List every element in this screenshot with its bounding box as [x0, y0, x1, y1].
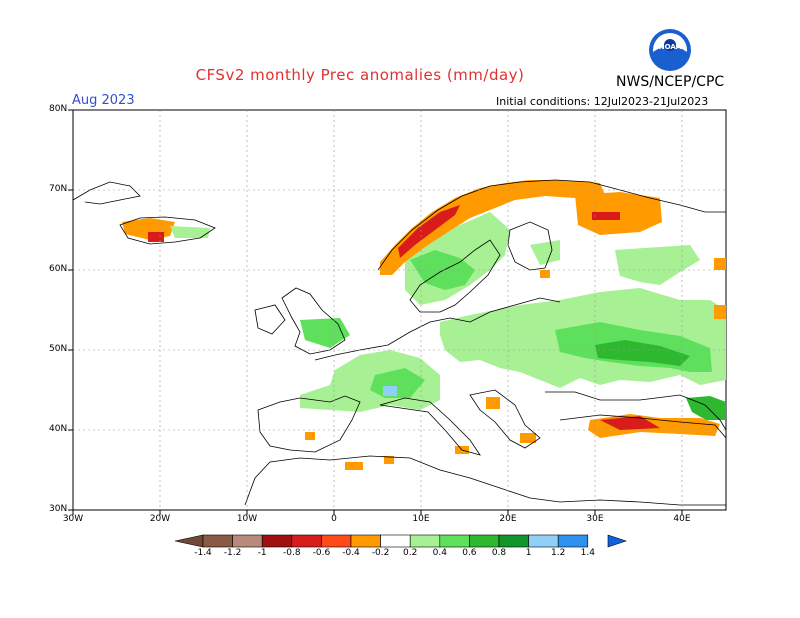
lat-label: 80N	[49, 104, 68, 114]
colorbar-box	[498, 534, 529, 548]
colorbar-label: -0.2	[371, 548, 390, 558]
lon-label: 10E	[412, 514, 430, 524]
colorbar-box	[232, 534, 263, 548]
colorbar-label: 0.8	[491, 548, 507, 558]
greenland-coast	[72, 181, 141, 205]
dry-patch-baltic	[540, 270, 550, 278]
scandinavia-coast	[377, 179, 726, 271]
colorbar-box	[439, 534, 470, 548]
lon-label: 30E	[586, 514, 604, 524]
colorbar-label: -1.2	[223, 548, 242, 558]
lon-label: 0	[331, 514, 337, 524]
colorbar-box	[261, 534, 293, 548]
ireland-coast	[254, 304, 286, 335]
dry-patch-spain	[305, 432, 315, 440]
dry-patch-africa	[345, 462, 363, 470]
colorbar-box	[469, 534, 500, 548]
colorbar-label: 1.2	[551, 548, 566, 558]
colorbar-box	[321, 534, 352, 548]
lon-label: 20W	[149, 514, 171, 524]
colorbar-right-arrow	[607, 534, 627, 548]
africa-coast	[244, 455, 726, 506]
svg-text:NOAA: NOAA	[659, 43, 682, 51]
colorbar-label: 0.2	[403, 548, 418, 558]
wet-anomaly-russia-north	[615, 245, 700, 285]
britain-coast	[281, 287, 346, 355]
colorbar-left-arrow	[174, 534, 204, 548]
colorbar-box	[350, 534, 381, 548]
initial-conditions: Initial conditions: 12Jul2023-21Jul2023	[496, 95, 709, 108]
colorbar-box	[557, 534, 589, 548]
italy-coast	[379, 397, 481, 456]
wet-anomaly-alps-core	[383, 386, 397, 396]
colorbar-label: 0.6	[462, 548, 477, 558]
wet-anomaly-uk	[300, 318, 350, 348]
colorbar-box	[380, 534, 411, 548]
colorbar-label: 0.4	[432, 548, 447, 558]
colorbar-label: 1	[525, 548, 532, 558]
sweden-coast	[409, 239, 501, 313]
colorbar-label: -0.6	[312, 548, 331, 558]
dry-anomaly-turkey-core	[600, 416, 660, 430]
dry-patch-algeria	[384, 456, 394, 464]
lat-label: 40N	[49, 424, 68, 434]
noaa-logo-icon: NOAA	[649, 29, 691, 71]
northsea-coast	[314, 297, 561, 361]
iberia-coast	[257, 395, 361, 453]
dry-anomaly-kola-core	[592, 212, 620, 220]
lat-label: 30N	[49, 504, 68, 514]
colorbar-label: -0.4	[342, 548, 360, 558]
colorbar-box	[528, 534, 559, 548]
balkans-coast	[469, 389, 541, 449]
dry-anomaly-norway-core	[398, 205, 460, 258]
turkey-coast	[559, 414, 727, 439]
lon-label: 10W	[236, 514, 258, 524]
gridlines	[73, 110, 726, 510]
colorbar-label: -1.4	[194, 548, 212, 558]
tick-marks	[68, 109, 683, 515]
finland-coast	[507, 221, 553, 271]
wet-anomaly-finland	[530, 240, 560, 265]
lon-label: 20E	[499, 514, 517, 524]
colorbar-box	[202, 534, 233, 548]
dry-patch-east-2	[714, 305, 726, 319]
wet-anomaly-iceland	[170, 226, 210, 238]
colorbar-label: -1	[257, 548, 267, 558]
lat-label: 60N	[49, 264, 68, 274]
forecast-month: Aug 2023	[72, 93, 135, 108]
dry-patch-east	[714, 258, 726, 270]
map-title: CFSv2 monthly Prec anomalies (mm/day)	[195, 66, 525, 84]
anomaly-layer	[122, 180, 726, 470]
lat-label: 50N	[49, 344, 68, 354]
colorbar-label: 1.4	[580, 548, 595, 558]
wet-anomaly-caucasus	[686, 396, 726, 420]
coastlines	[72, 179, 727, 506]
dry-patch-greece	[520, 433, 536, 443]
colorbar-box	[409, 534, 441, 548]
wet-anomaly-sweden	[410, 250, 475, 290]
dry-patch-balkans	[486, 397, 500, 409]
org-label: NWS/NCEP/CPC	[616, 74, 725, 90]
iceland-coast	[119, 216, 216, 245]
lat-label: 70N	[49, 184, 68, 194]
dry-anomaly-iceland-core	[148, 232, 164, 242]
colorbar-label: -0.8	[283, 548, 301, 558]
wet-anomaly-ukraine-core	[595, 340, 690, 366]
lon-label: 40E	[673, 514, 691, 524]
blacksea-coast	[545, 391, 727, 431]
colorbar-box	[291, 534, 322, 548]
lon-label: 30W	[62, 514, 84, 524]
colorbar-boxes	[202, 534, 589, 548]
